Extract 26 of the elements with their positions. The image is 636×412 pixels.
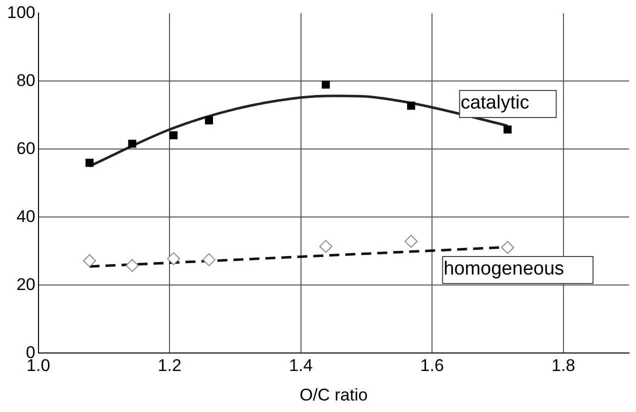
point [204,116,214,124]
y-tick-label: 20 [16,274,36,294]
x-tick-label: 1.2 [158,356,182,376]
point [322,80,330,89]
y-tick-label: 40 [16,206,36,226]
x-tick-label: 1.6 [420,356,444,376]
series-label: catalytic [460,92,530,114]
point [202,253,216,266]
x-tick-label: 1.4 [289,356,313,376]
x-tick-label: 1.8 [552,356,576,376]
point [501,240,514,254]
point [86,158,94,167]
point [83,254,96,268]
point [167,252,180,266]
series-label: homogeneous [444,258,564,280]
point [404,234,418,248]
y-tick-label: 100 [6,2,36,22]
point [128,140,136,148]
y-tick-label: 60 [16,138,36,158]
y-tick-label: 80 [16,70,36,90]
point [170,131,178,140]
point [319,240,332,253]
point [504,125,512,134]
point [407,102,416,110]
point [126,258,139,272]
x-axis-title: O/C ratio [300,385,368,404]
